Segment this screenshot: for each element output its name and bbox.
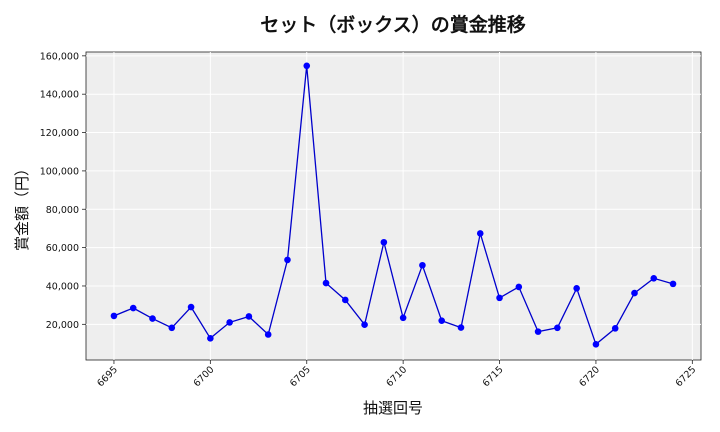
data-point (245, 313, 253, 320)
data-point (226, 319, 233, 326)
data-point (129, 304, 137, 312)
y-tick-label: 80,000 (46, 205, 79, 216)
data-point (342, 296, 349, 304)
data-point (631, 289, 638, 297)
y-tick-label: 40,000 (46, 281, 79, 292)
data-point (284, 256, 291, 264)
data-point (207, 335, 214, 342)
data-point (592, 340, 600, 348)
data-point (264, 331, 272, 338)
y-tick-label: 140,000 (40, 90, 79, 101)
data-point (669, 280, 677, 288)
data-point (361, 321, 368, 329)
x-tick-label: 6695 (95, 364, 120, 389)
data-point (303, 62, 311, 70)
x-tick-label: 6705 (288, 364, 313, 389)
data-point (476, 230, 484, 237)
y-tick-label: 160,000 (40, 51, 79, 62)
data-point (650, 275, 658, 282)
x-tick-label: 6700 (192, 364, 217, 389)
chart-title: セット（ボックス）の賞金推移 (260, 13, 525, 36)
x-tick-label: 6710 (384, 364, 409, 389)
data-point (496, 294, 503, 302)
x-axis-label: 抽選回号 (363, 399, 423, 417)
data-point (554, 324, 561, 332)
data-point (419, 261, 426, 269)
data-point (399, 314, 407, 322)
data-point (611, 325, 619, 332)
plot-area (85, 51, 702, 361)
data-point (168, 324, 176, 332)
grid-lines (86, 52, 701, 360)
series-layer (110, 62, 677, 348)
data-point (573, 284, 580, 292)
data-point (515, 283, 523, 291)
data-point (438, 317, 445, 324)
x-tick-label: 6715 (481, 364, 506, 389)
data-point (187, 303, 195, 311)
y-tick-label: 20,000 (46, 320, 79, 331)
y-tick-label: 60,000 (46, 243, 79, 254)
series-line (113, 65, 674, 346)
data-point (149, 315, 156, 322)
x-tick-label: 6725 (674, 364, 699, 389)
x-tick-label: 6720 (577, 364, 602, 389)
data-point (380, 238, 388, 246)
y-tick-label: 120,000 (40, 128, 79, 139)
data-point (110, 312, 118, 320)
data-point (457, 324, 465, 331)
y-tick-label: 100,000 (40, 166, 79, 177)
y-axis-label: 賞金額（円） (13, 161, 31, 251)
data-point (534, 328, 542, 335)
data-point (322, 279, 330, 287)
